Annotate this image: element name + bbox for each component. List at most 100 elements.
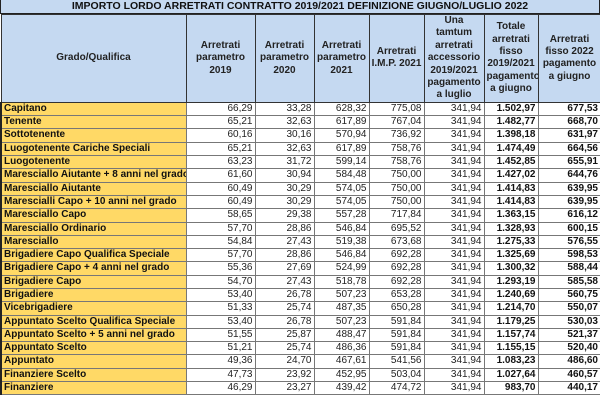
value-cell[interactable]: 29,38 — [254, 208, 315, 223]
value-cell[interactable]: 1.363,15 — [483, 208, 539, 223]
value-cell[interactable]: 1.398,18 — [483, 128, 539, 143]
grade-cell[interactable]: Maresciallo Ordinario — [0, 221, 187, 236]
grade-cell[interactable]: Brigadiere Capo + 4 anni nel grado — [0, 261, 187, 276]
value-cell[interactable]: 758,76 — [368, 155, 425, 170]
value-cell[interactable]: 341,94 — [423, 327, 485, 343]
grade-cell[interactable]: Luogotenente — [0, 155, 187, 170]
value-cell[interactable]: 560,75 — [537, 287, 600, 303]
value-cell[interactable]: 30,16 — [254, 128, 315, 143]
value-cell[interactable]: 644,76 — [537, 168, 600, 183]
value-cell[interactable]: 66,29 — [185, 101, 256, 117]
value-cell[interactable]: 1.157,74 — [483, 327, 539, 343]
value-cell[interactable]: 673,68 — [368, 234, 425, 250]
value-cell[interactable]: 47,73 — [185, 367, 256, 383]
value-cell[interactable]: 557,28 — [313, 208, 370, 223]
value-cell[interactable]: 26,78 — [254, 314, 315, 329]
value-cell[interactable]: 600,15 — [537, 221, 600, 236]
value-cell[interactable]: 60,49 — [185, 194, 256, 210]
value-cell[interactable]: 1.452,85 — [483, 155, 539, 170]
value-cell[interactable]: 524,99 — [313, 261, 370, 276]
value-cell[interactable]: 591,84 — [368, 314, 425, 329]
value-cell[interactable]: 692,28 — [368, 274, 425, 290]
value-cell[interactable]: 546,84 — [313, 248, 370, 263]
value-cell[interactable]: 546,84 — [313, 221, 370, 236]
value-cell[interactable]: 467,61 — [313, 354, 370, 369]
value-cell[interactable]: 51,33 — [185, 301, 256, 316]
value-cell[interactable]: 25,74 — [254, 301, 315, 316]
value-cell[interactable]: 57,70 — [185, 248, 256, 263]
value-cell[interactable]: 639,95 — [537, 194, 600, 210]
value-cell[interactable]: 1.155,15 — [483, 341, 539, 356]
value-cell[interactable]: 631,97 — [537, 128, 600, 143]
value-cell[interactable]: 1.474,49 — [483, 141, 539, 157]
value-cell[interactable]: 520,40 — [537, 341, 600, 356]
value-cell[interactable]: 63,23 — [185, 155, 256, 170]
value-cell[interactable]: 51,55 — [185, 327, 256, 343]
value-cell[interactable]: 341,94 — [423, 234, 485, 250]
grade-cell[interactable]: Maresciallo Aiutante + 8 anni nel grado — [0, 168, 187, 183]
grade-cell[interactable]: Appuntato Scelto + 5 anni nel grado — [0, 327, 187, 343]
value-cell[interactable]: 341,94 — [423, 168, 485, 183]
value-cell[interactable]: 28,86 — [254, 248, 315, 263]
value-cell[interactable]: 574,05 — [313, 181, 370, 196]
grade-cell[interactable]: Brigadiere — [0, 287, 187, 303]
value-cell[interactable]: 616,12 — [537, 208, 600, 223]
value-cell[interactable]: 736,92 — [368, 128, 425, 143]
value-cell[interactable]: 341,94 — [423, 367, 485, 383]
grade-cell[interactable]: Luogotenente Cariche Speciali — [0, 141, 187, 157]
value-cell[interactable]: 24,70 — [254, 354, 315, 369]
value-cell[interactable]: 507,23 — [313, 314, 370, 329]
value-cell[interactable]: 576,55 — [537, 234, 600, 250]
value-cell[interactable]: 439,42 — [313, 381, 370, 396]
value-cell[interactable]: 341,94 — [423, 155, 485, 170]
value-cell[interactable]: 54,70 — [185, 274, 256, 290]
value-cell[interactable]: 487,35 — [313, 301, 370, 316]
value-cell[interactable]: 27,43 — [254, 274, 315, 290]
value-cell[interactable]: 639,95 — [537, 181, 600, 196]
value-cell[interactable]: 61,60 — [185, 168, 256, 183]
value-cell[interactable]: 598,53 — [537, 248, 600, 263]
value-cell[interactable]: 60,16 — [185, 128, 256, 143]
grade-cell[interactable]: Maresciallo Capo — [0, 208, 187, 223]
value-cell[interactable]: 28,86 — [254, 221, 315, 236]
value-cell[interactable]: 668,70 — [537, 115, 600, 130]
value-cell[interactable]: 474,72 — [368, 381, 425, 396]
value-cell[interactable]: 26,78 — [254, 287, 315, 303]
value-cell[interactable]: 750,00 — [368, 194, 425, 210]
grade-cell[interactable]: Marescialli Capo + 10 anni nel grado — [0, 194, 187, 210]
value-cell[interactable]: 25,74 — [254, 341, 315, 356]
value-cell[interactable]: 1.300,32 — [483, 261, 539, 276]
value-cell[interactable]: 27,43 — [254, 234, 315, 250]
value-cell[interactable]: 521,37 — [537, 327, 600, 343]
value-cell[interactable]: 1.414,83 — [483, 194, 539, 210]
value-cell[interactable]: 1.328,93 — [483, 221, 539, 236]
grade-cell[interactable]: Brigadiere Capo Qualifica Speciale — [0, 248, 187, 263]
value-cell[interactable]: 25,87 — [254, 327, 315, 343]
value-cell[interactable]: 1.214,70 — [483, 301, 539, 316]
value-cell[interactable]: 58,65 — [185, 208, 256, 223]
value-cell[interactable]: 460,57 — [537, 367, 600, 383]
value-cell[interactable]: 518,78 — [313, 274, 370, 290]
value-cell[interactable]: 341,94 — [423, 248, 485, 263]
value-cell[interactable]: 1.414,83 — [483, 181, 539, 196]
grade-cell[interactable]: Sottotenente — [0, 128, 187, 143]
value-cell[interactable]: 341,94 — [423, 381, 485, 396]
value-cell[interactable]: 341,94 — [423, 101, 485, 117]
value-cell[interactable]: 1.293,19 — [483, 274, 539, 290]
value-cell[interactable]: 341,94 — [423, 194, 485, 210]
value-cell[interactable]: 550,07 — [537, 301, 600, 316]
value-cell[interactable]: 750,00 — [368, 181, 425, 196]
value-cell[interactable]: 486,36 — [313, 341, 370, 356]
value-cell[interactable]: 488,47 — [313, 327, 370, 343]
value-cell[interactable]: 775,08 — [368, 101, 425, 117]
value-cell[interactable]: 341,94 — [423, 208, 485, 223]
value-cell[interactable]: 54,84 — [185, 234, 256, 250]
value-cell[interactable]: 1.240,69 — [483, 287, 539, 303]
value-cell[interactable]: 599,14 — [313, 155, 370, 170]
value-cell[interactable]: 65,21 — [185, 141, 256, 157]
value-cell[interactable]: 53,40 — [185, 314, 256, 329]
value-cell[interactable]: 31,72 — [254, 155, 315, 170]
value-cell[interactable]: 507,23 — [313, 287, 370, 303]
value-cell[interactable]: 1.427,02 — [483, 168, 539, 183]
value-cell[interactable]: 341,94 — [423, 341, 485, 356]
